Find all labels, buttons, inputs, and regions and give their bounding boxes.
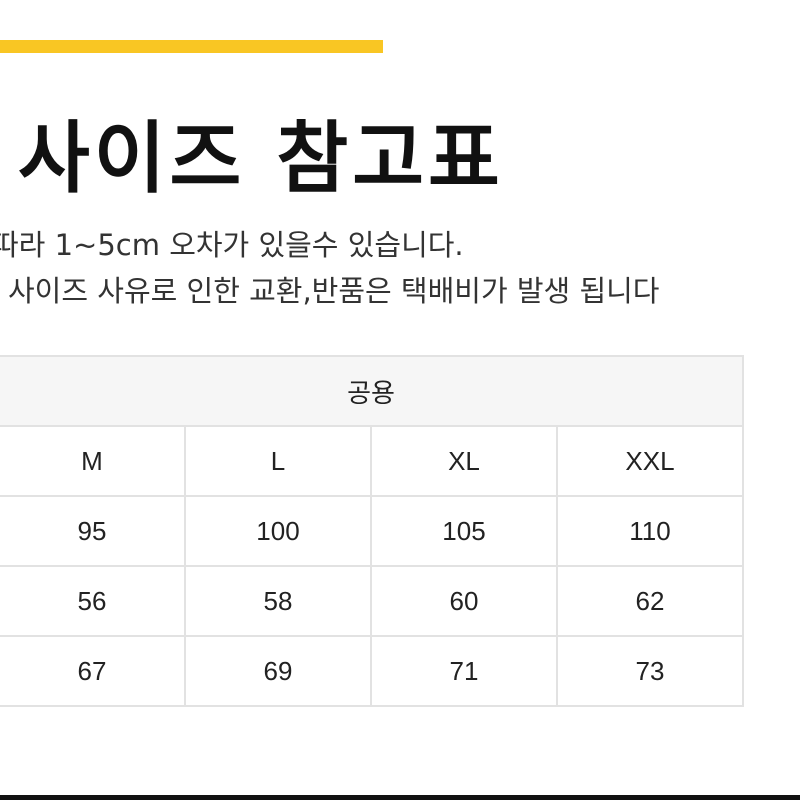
table-cell: 56	[0, 565, 186, 637]
table-cell: 58	[184, 565, 372, 637]
table-cell: 110	[556, 495, 744, 567]
accent-bar	[0, 40, 383, 53]
note-tolerance: 따라 1~5cm 오차가 있을수 있습니다.	[0, 228, 464, 262]
size-header-row: M L XL XXL	[0, 425, 744, 497]
table-row: 67 69 71 73	[0, 635, 744, 707]
table-row: 95 100 105 110	[0, 495, 744, 567]
table-cell: 73	[556, 635, 744, 707]
size-header: M	[0, 425, 186, 497]
size-header: XL	[370, 425, 558, 497]
table-cell: 95	[0, 495, 186, 567]
table-cell: 62	[556, 565, 744, 637]
size-table: 공용 M L XL XXL 95 100 105 110 56 58 60 62…	[0, 355, 744, 707]
table-cell: 105	[370, 495, 558, 567]
bottom-border	[0, 795, 800, 800]
table-group-header-row: 공용	[0, 355, 744, 427]
table-cell: 71	[370, 635, 558, 707]
page-title: 사이즈 참고표	[18, 114, 504, 204]
size-header: XXL	[556, 425, 744, 497]
table-cell: 100	[184, 495, 372, 567]
size-header: L	[184, 425, 372, 497]
note-exchange: 사이즈 사유로 인한 교환,반품은 택배비가 발생 됩니다	[8, 274, 660, 308]
group-header: 공용	[0, 355, 744, 427]
table-cell: 69	[184, 635, 372, 707]
table-cell: 67	[0, 635, 186, 707]
table-cell: 60	[370, 565, 558, 637]
table-row: 56 58 60 62	[0, 565, 744, 637]
